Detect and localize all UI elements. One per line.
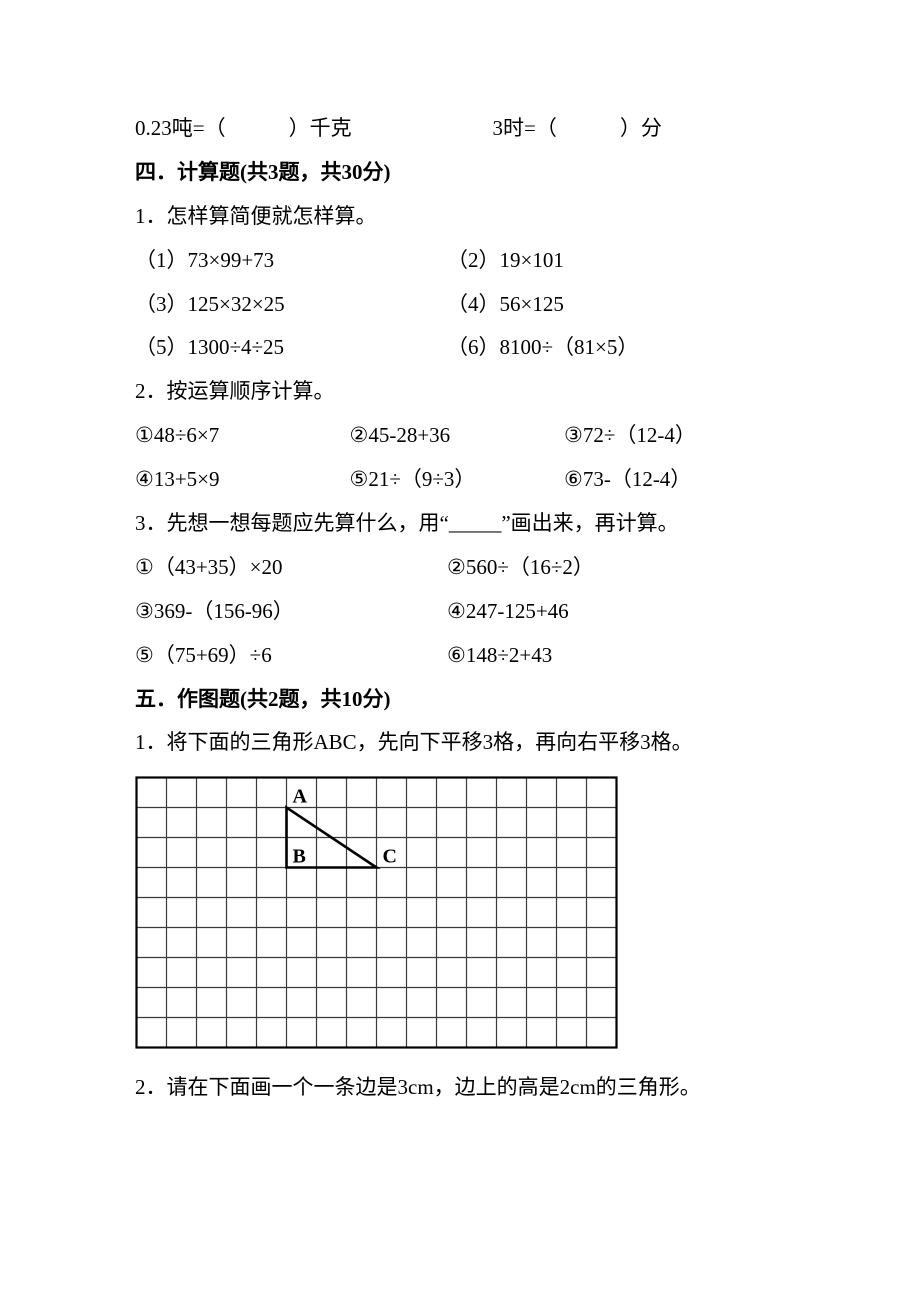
s4-q3-r0-c0: ①（43+35）×20 [135, 548, 447, 588]
s4-q3-r0: ①（43+35）×20 ②560÷（16÷2） [135, 548, 785, 588]
unit-conversion-row: 0.23吨=（ ）千克 3时=（ ）分 [135, 109, 785, 149]
s4-q1-title: 1．怎样算简便就怎样算。 [135, 197, 785, 237]
s4-q2-r0-c1: ②45-28+36 [350, 416, 565, 456]
s4-q2-r1: ④13+5×9 ⑤21÷（9÷3） ⑥73-（12-4） [135, 460, 785, 500]
s4-q3-r2: ⑤（75+69）÷6 ⑥148÷2+43 [135, 636, 785, 676]
s4-q3-r1: ③369-（156-96） ④247-125+46 [135, 592, 785, 632]
s5-q2: 2．请在下面画一个一条边是3cm，边上的高是2cm的三角形。 [135, 1068, 785, 1108]
svg-text:C: C [383, 846, 397, 868]
s5-q1: 1．将下面的三角形ABC，先向下平移3格，再向右平移3格。 [135, 723, 785, 763]
s4-q1-r1-c1: （4）56×125 [447, 285, 740, 325]
s4-q2-title: 2．按运算顺序计算。 [135, 372, 785, 412]
s4-q1-r0: （1）73×99+73 （2）19×101 [135, 241, 785, 281]
s4-q1-r2-c0: （5）1300÷4÷25 [135, 328, 447, 368]
svg-text:B: B [293, 846, 306, 868]
conv-left: 0.23吨=（ ）千克 [135, 109, 493, 149]
s4-q3-r1-c1: ④247-125+46 [447, 592, 740, 632]
s4-q2-r1-c0: ④13+5×9 [135, 460, 350, 500]
s4-q3-r2-c1: ⑥148÷2+43 [447, 636, 740, 676]
s4-q2-r0-c2: ③72÷（12-4） [564, 416, 779, 456]
s4-q1-r1: （3）125×32×25 （4）56×125 [135, 285, 785, 325]
conv-right: 3时=（ ）分 [493, 109, 786, 149]
s4-q1-r1-c0: （3）125×32×25 [135, 285, 447, 325]
s4-q1-r2-c1: （6）8100÷（81×5） [447, 328, 740, 368]
s4-q2-r0: ①48÷6×7 ②45-28+36 ③72÷（12-4） [135, 416, 785, 456]
svg-text:A: A [293, 786, 308, 808]
s4-q2-r0-c0: ①48÷6×7 [135, 416, 350, 456]
section4-heading: 四．计算题(共3题，共30分) [135, 153, 785, 193]
s4-q1-r0-c0: （1）73×99+73 [135, 241, 447, 281]
section5-heading: 五．作图题(共2题，共10分) [135, 680, 785, 720]
s4-q1-r0-c1: （2）19×101 [447, 241, 740, 281]
s4-q3-r0-c1: ②560÷（16÷2） [447, 548, 740, 588]
s4-q2-r1-c2: ⑥73-（12-4） [564, 460, 779, 500]
s4-q3-title: 3．先想一想每题应先算什么，用“_____”画出来，再计算。 [135, 504, 785, 544]
s4-q3-r1-c0: ③369-（156-96） [135, 592, 447, 632]
grid-triangle-diagram: A B C [135, 775, 618, 1050]
s4-q1-r2: （5）1300÷4÷25 （6）8100÷（81×5） [135, 328, 785, 368]
s4-q3-r2-c0: ⑤（75+69）÷6 [135, 636, 447, 676]
s4-q2-r1-c1: ⑤21÷（9÷3） [350, 460, 565, 500]
